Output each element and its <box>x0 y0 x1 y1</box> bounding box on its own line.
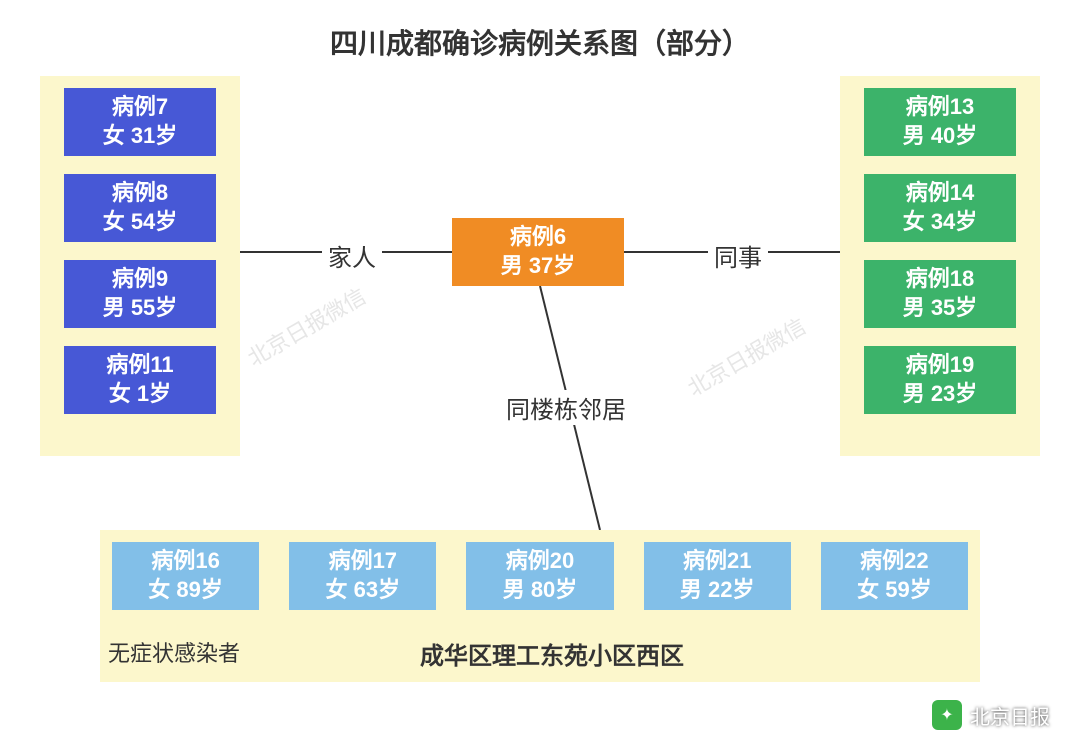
case-info: 女 59岁 <box>857 576 932 605</box>
case-node-case22: 病例22女 59岁 <box>821 542 968 610</box>
case-info: 男 55岁 <box>103 294 178 323</box>
case-id: 病例9 <box>112 265 168 294</box>
center-case-info: 男 37岁 <box>501 252 576 281</box>
case-id: 病例19 <box>906 351 974 380</box>
case-info: 女 34岁 <box>903 208 978 237</box>
case-node-case17: 病例17女 63岁 <box>289 542 436 610</box>
case-node-case13: 病例13男 40岁 <box>864 88 1016 156</box>
case-info: 男 80岁 <box>503 576 578 605</box>
case-info: 女 31岁 <box>103 122 178 151</box>
neighbor-node-stack: 病例16女 89岁病例17女 63岁病例20男 80岁病例21男 22岁病例22… <box>112 542 968 610</box>
case-id: 病例21 <box>683 547 751 576</box>
case-id: 病例11 <box>106 351 173 380</box>
case-node-case21: 病例21男 22岁 <box>644 542 791 610</box>
case-info: 男 23岁 <box>903 380 978 409</box>
edge-label-neighbor: 同楼栋邻居 <box>500 390 632 425</box>
community-caption: 成华区理工东苑小区西区 <box>420 636 684 671</box>
source-watermark: ✦ 北京日报 <box>932 700 1050 730</box>
case-id: 病例7 <box>112 93 168 122</box>
wechat-icon-glyph: ✦ <box>940 705 953 725</box>
case-info: 男 35岁 <box>903 294 978 323</box>
edge-label-colleague: 同事 <box>708 238 768 273</box>
case-info: 女 63岁 <box>326 576 401 605</box>
source-name: 北京日报 <box>970 701 1050 730</box>
case-node-case16: 病例16女 89岁 <box>112 542 259 610</box>
diagonal-watermark: 北京日报微信 <box>681 309 811 403</box>
case-id: 病例16 <box>151 547 219 576</box>
case-id: 病例14 <box>906 179 974 208</box>
case-id: 病例8 <box>112 179 168 208</box>
case-info: 女 1岁 <box>109 380 171 409</box>
asymptomatic-note: 无症状感染者 <box>108 636 240 668</box>
case-id: 病例13 <box>906 93 974 122</box>
case-node-case11: 病例11女 1岁 <box>64 346 216 414</box>
case-id: 病例17 <box>329 547 397 576</box>
case-node-case8: 病例8女 54岁 <box>64 174 216 242</box>
case-node-case20: 病例20男 80岁 <box>466 542 613 610</box>
family-node-stack: 病例7女 31岁病例8女 54岁病例9男 55岁病例11女 1岁 <box>52 88 228 414</box>
case-info: 女 54岁 <box>103 208 178 237</box>
family-panel: 病例7女 31岁病例8女 54岁病例9男 55岁病例11女 1岁 <box>40 76 240 456</box>
page-title: 四川成都确诊病例关系图（部分） <box>0 22 1080 62</box>
center-case-id: 病例6 <box>510 223 566 252</box>
case-info: 男 22岁 <box>680 576 755 605</box>
case-node-case18: 病例18男 35岁 <box>864 260 1016 328</box>
center-case-node: 病例6 男 37岁 <box>452 218 624 286</box>
colleague-panel: 病例13男 40岁病例14女 34岁病例18男 35岁病例19男 23岁 <box>840 76 1040 456</box>
wechat-icon: ✦ <box>932 700 962 730</box>
case-node-case14: 病例14女 34岁 <box>864 174 1016 242</box>
case-id: 病例18 <box>906 265 974 294</box>
case-node-case9: 病例9男 55岁 <box>64 260 216 328</box>
edge-label-family: 家人 <box>322 238 382 273</box>
case-id: 病例22 <box>860 547 928 576</box>
colleague-node-stack: 病例13男 40岁病例14女 34岁病例18男 35岁病例19男 23岁 <box>852 88 1028 414</box>
diagonal-watermark: 北京日报微信 <box>241 279 371 373</box>
case-info: 女 89岁 <box>148 576 223 605</box>
case-node-case7: 病例7女 31岁 <box>64 88 216 156</box>
case-info: 男 40岁 <box>903 122 978 151</box>
case-id: 病例20 <box>506 547 574 576</box>
case-node-case19: 病例19男 23岁 <box>864 346 1016 414</box>
